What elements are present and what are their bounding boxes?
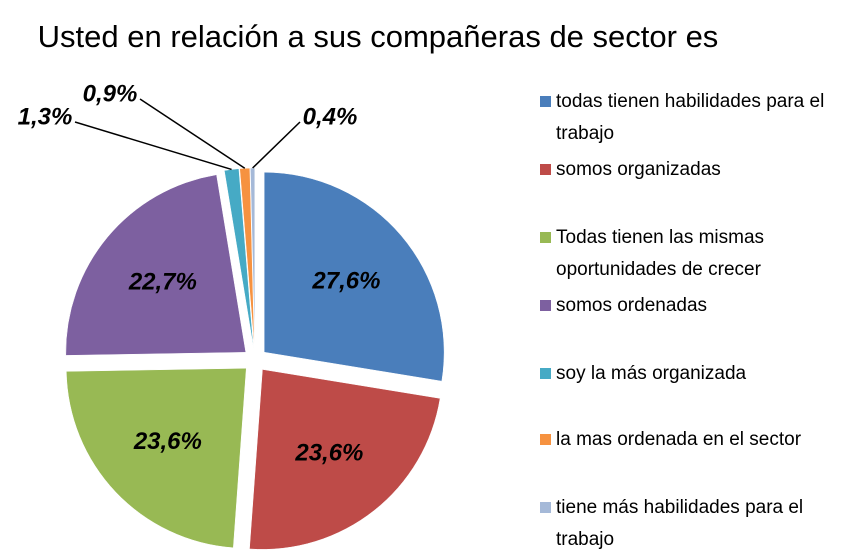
legend-label: somos ordenadas: [556, 295, 708, 316]
pie-slice: [66, 367, 247, 549]
data-label: 1,3%: [18, 103, 73, 130]
legend-label: la mas ordenada en el sector: [556, 429, 802, 450]
legend-swatch: [540, 232, 551, 243]
data-label: 0,9%: [83, 80, 138, 107]
pie-slice: [65, 174, 247, 356]
legend-item: tiene más habilidades para el trabajo: [540, 492, 840, 550]
legend-swatch: [540, 300, 551, 311]
pie-area: 27,6% 23,6% 23,6% 22,7% 1,3% 0,9% 0,4%: [18, 80, 445, 550]
data-label: 0,4%: [303, 103, 358, 130]
legend-label: somos organizadas: [556, 159, 721, 180]
legend-label: todas tienen habilidades para el trabajo: [556, 91, 825, 144]
legend-swatch: [540, 434, 551, 445]
data-label: 23,6%: [133, 428, 202, 455]
legend-item: somos organizadas: [540, 154, 840, 186]
legend-swatch: [540, 96, 551, 107]
pie-slice: [249, 369, 441, 550]
legend-label: Todas tienen las mismas oportunidades de…: [556, 227, 765, 280]
chart-title: Usted en relación a sus compañeras de se…: [37, 19, 719, 54]
data-label: 27,6%: [311, 268, 380, 295]
data-label: 22,7%: [128, 268, 197, 295]
leader-line: [139, 98, 246, 169]
legend-item: todas tienen habilidades para el trabajo: [540, 86, 840, 150]
legend-swatch: [540, 502, 551, 513]
leader-line: [74, 121, 232, 171]
leader-line: [252, 121, 301, 169]
legend-label: tiene más habilidades para el trabajo: [556, 497, 804, 550]
pie-slice: [263, 171, 445, 382]
legend-swatch: [540, 368, 551, 379]
legend-item: soy la más organizada: [540, 358, 840, 390]
legend-item: somos ordenadas: [540, 290, 840, 322]
legend-item: Todas tienen las mismas oportunidades de…: [540, 222, 840, 286]
pie-slice: [250, 167, 256, 349]
data-label: 23,6%: [294, 440, 363, 467]
legend-swatch: [540, 164, 551, 175]
legend-item: la mas ordenada en el sector: [540, 424, 840, 456]
legend-label: soy la más organizada: [556, 363, 747, 384]
